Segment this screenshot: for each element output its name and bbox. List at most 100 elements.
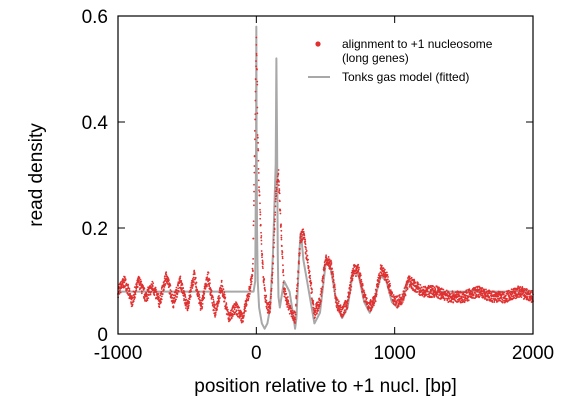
data-point <box>281 251 284 254</box>
data-point <box>521 293 524 295</box>
data-point <box>235 302 238 304</box>
data-point <box>426 293 428 296</box>
data-point <box>397 305 400 308</box>
data-point <box>330 263 333 265</box>
data-point <box>386 278 389 281</box>
data-point <box>260 235 263 237</box>
data-point <box>163 275 166 278</box>
data-point <box>231 308 233 311</box>
data-point <box>458 298 461 301</box>
data-point <box>260 239 263 242</box>
data-point <box>365 297 368 300</box>
data-point <box>271 267 274 270</box>
data-point <box>519 286 522 288</box>
data-point <box>399 300 402 303</box>
data-point <box>383 268 386 271</box>
data-point <box>294 318 297 321</box>
data-point <box>152 282 155 285</box>
data-point <box>358 266 360 269</box>
data-point <box>158 296 160 299</box>
data-point <box>176 293 179 296</box>
data-point <box>374 300 377 303</box>
data-point <box>312 300 315 302</box>
data-point <box>273 223 276 226</box>
data-point <box>185 307 187 310</box>
data-point <box>416 291 419 293</box>
data-point <box>403 290 406 293</box>
data-point <box>314 314 317 316</box>
data-point <box>378 273 381 275</box>
data-point <box>214 315 216 318</box>
data-point <box>437 296 440 299</box>
data-point <box>253 155 256 157</box>
data-point <box>220 287 223 290</box>
data-point <box>460 295 463 298</box>
data-point <box>193 271 196 274</box>
data-point <box>371 305 374 308</box>
data-point <box>225 303 228 306</box>
data-point <box>382 267 385 270</box>
data-point <box>285 292 288 295</box>
data-point <box>280 225 282 227</box>
data-point <box>141 290 143 293</box>
data-point <box>217 301 220 304</box>
data-point <box>262 276 265 278</box>
data-point <box>208 279 211 282</box>
data-point <box>298 252 301 254</box>
data-point <box>189 295 192 298</box>
data-point <box>452 301 455 304</box>
data-point <box>344 309 346 312</box>
data-point <box>223 300 226 303</box>
data-point <box>257 179 260 182</box>
data-point <box>417 283 420 286</box>
data-point <box>388 280 391 283</box>
data-point <box>174 295 177 297</box>
data-point <box>343 312 346 315</box>
data-point <box>272 246 275 249</box>
data-point <box>508 289 510 292</box>
data-point <box>147 297 150 299</box>
data-point <box>261 256 263 259</box>
data-point <box>148 293 150 296</box>
data-point <box>219 297 221 299</box>
data-point <box>419 284 422 286</box>
data-point <box>460 297 463 300</box>
data-point <box>428 292 431 295</box>
data-point <box>181 288 183 291</box>
data-point <box>354 272 357 275</box>
data-point <box>263 286 266 289</box>
data-point <box>280 223 282 226</box>
data-point <box>279 209 282 212</box>
data-point <box>414 281 417 284</box>
data-point <box>164 283 167 285</box>
data-point <box>340 313 343 316</box>
data-point <box>346 306 349 309</box>
data-point <box>186 305 188 308</box>
data-point <box>517 286 520 288</box>
data-point <box>187 307 190 310</box>
data-point <box>188 298 191 301</box>
data-point <box>214 313 217 316</box>
data-point <box>281 255 284 258</box>
data-point <box>271 273 274 276</box>
data-point <box>201 305 204 308</box>
data-point <box>163 282 165 284</box>
data-point <box>226 306 228 309</box>
data-point <box>406 287 409 290</box>
data-point <box>254 118 257 121</box>
data-point <box>410 276 413 279</box>
data-point <box>525 289 528 292</box>
data-point <box>323 267 326 270</box>
data-point <box>432 287 434 290</box>
data-point <box>119 291 122 294</box>
data-point <box>221 285 224 288</box>
legend-label-scatter-line2: (long genes) <box>342 51 409 65</box>
data-point <box>294 311 297 314</box>
data-point <box>278 189 281 192</box>
data-point <box>239 315 242 318</box>
data-point <box>259 224 262 227</box>
data-point <box>169 284 172 287</box>
data-point <box>259 202 261 205</box>
data-point <box>270 287 273 290</box>
data-point <box>360 278 363 281</box>
